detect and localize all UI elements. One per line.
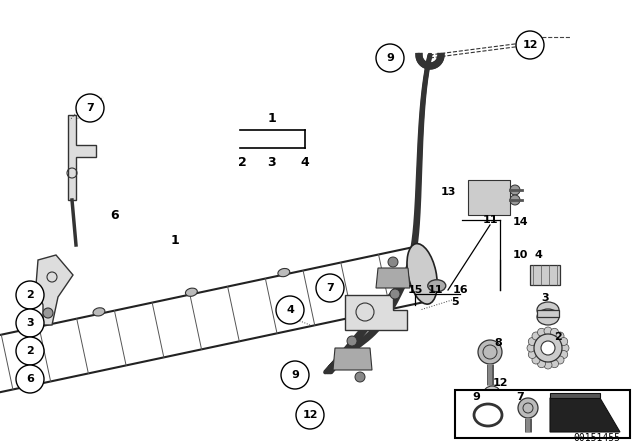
Text: 2: 2 [26, 290, 34, 300]
Text: 4: 4 [534, 250, 542, 260]
Text: 2: 2 [237, 155, 246, 168]
Circle shape [355, 372, 365, 382]
Text: 3: 3 [541, 293, 549, 303]
Polygon shape [468, 180, 510, 215]
Ellipse shape [93, 308, 105, 316]
Circle shape [478, 340, 502, 364]
Text: 15: 15 [407, 285, 422, 295]
Circle shape [281, 361, 309, 389]
Circle shape [560, 350, 568, 358]
Text: 9: 9 [386, 53, 394, 63]
Circle shape [390, 289, 400, 299]
Text: 4: 4 [286, 305, 294, 315]
Text: 6: 6 [26, 374, 34, 384]
Circle shape [16, 365, 44, 393]
Circle shape [43, 308, 53, 318]
Ellipse shape [537, 309, 559, 325]
Circle shape [544, 361, 552, 369]
Circle shape [347, 336, 357, 346]
Text: 8: 8 [494, 338, 502, 348]
Circle shape [556, 356, 564, 364]
Ellipse shape [278, 268, 290, 277]
Circle shape [532, 332, 540, 340]
Text: 7: 7 [326, 283, 334, 293]
Circle shape [276, 296, 304, 324]
Text: 13: 13 [440, 187, 456, 197]
Ellipse shape [428, 280, 446, 292]
Circle shape [510, 185, 520, 195]
Text: 2: 2 [26, 346, 34, 356]
Polygon shape [376, 268, 410, 288]
Text: 1: 1 [268, 112, 276, 125]
Circle shape [544, 327, 552, 335]
Text: 1: 1 [171, 233, 179, 246]
Polygon shape [333, 348, 372, 370]
Circle shape [316, 274, 344, 302]
Polygon shape [329, 55, 431, 372]
Text: 12: 12 [492, 378, 508, 388]
Text: 00151455: 00151455 [573, 433, 620, 443]
Polygon shape [550, 393, 600, 398]
Circle shape [528, 350, 536, 358]
Circle shape [550, 360, 559, 368]
Circle shape [534, 334, 562, 362]
Circle shape [16, 337, 44, 365]
Text: 10: 10 [512, 250, 528, 260]
Text: 11: 11 [483, 215, 498, 225]
Circle shape [510, 195, 520, 205]
Circle shape [528, 337, 536, 345]
Polygon shape [550, 398, 620, 432]
Circle shape [483, 386, 501, 404]
Circle shape [527, 344, 535, 352]
Polygon shape [68, 115, 96, 200]
Ellipse shape [407, 244, 437, 304]
Text: 3: 3 [268, 155, 276, 168]
Text: 5: 5 [451, 297, 459, 307]
Circle shape [561, 344, 569, 352]
Circle shape [560, 337, 568, 345]
Polygon shape [325, 55, 430, 372]
Text: 2: 2 [554, 332, 562, 342]
Circle shape [516, 31, 544, 59]
Ellipse shape [537, 302, 559, 318]
Circle shape [376, 44, 404, 72]
Text: 6: 6 [111, 208, 119, 221]
Circle shape [550, 328, 559, 336]
Text: 12: 12 [302, 410, 317, 420]
Text: 9: 9 [472, 392, 480, 402]
Polygon shape [530, 265, 560, 285]
Text: 7: 7 [86, 103, 94, 113]
Circle shape [388, 257, 398, 267]
Text: 4: 4 [301, 155, 309, 168]
Circle shape [541, 341, 555, 355]
Circle shape [556, 332, 564, 340]
Bar [455, 390, 630, 438]
Text: 14: 14 [512, 217, 528, 227]
Circle shape [532, 356, 540, 364]
Text: 7: 7 [516, 392, 524, 402]
Circle shape [16, 281, 44, 309]
Circle shape [538, 360, 545, 368]
Text: 16: 16 [452, 285, 468, 295]
Polygon shape [345, 295, 407, 330]
Text: 12: 12 [522, 40, 538, 50]
Polygon shape [0, 246, 428, 414]
Bar [537, 310, 559, 317]
Text: 9: 9 [291, 370, 299, 380]
Circle shape [76, 94, 104, 122]
Circle shape [16, 309, 44, 337]
Ellipse shape [186, 288, 197, 296]
Circle shape [296, 401, 324, 429]
Circle shape [538, 328, 545, 336]
Text: 3: 3 [26, 318, 34, 328]
Text: 11: 11 [428, 285, 443, 295]
Circle shape [518, 398, 538, 418]
Polygon shape [36, 255, 73, 325]
Polygon shape [327, 55, 430, 372]
